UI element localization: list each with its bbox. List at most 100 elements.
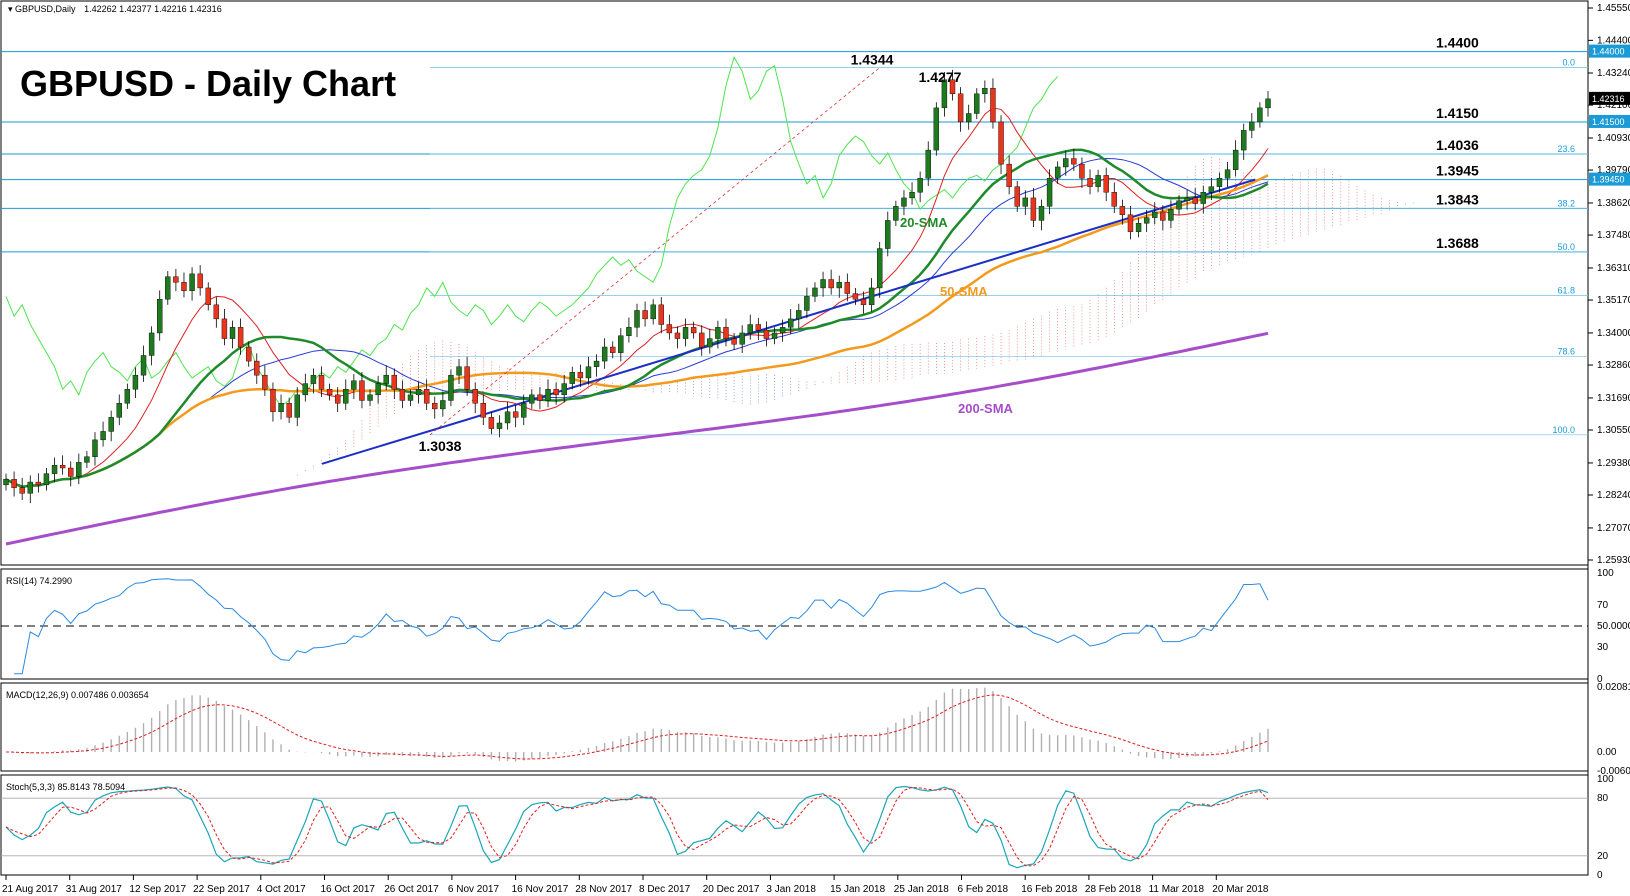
rsi-tick-label: 100 <box>1597 568 1614 579</box>
candle-body <box>399 389 406 401</box>
candle-body <box>1265 98 1271 109</box>
price-tick-label: 1.31690 <box>1597 393 1630 404</box>
candle-body <box>1192 197 1198 204</box>
candle-body <box>383 374 389 384</box>
candle-body <box>1241 130 1247 151</box>
macd-signal-line <box>5 694 1269 760</box>
candle-body <box>294 394 300 418</box>
candle-body <box>173 276 179 283</box>
candle-body <box>965 113 972 123</box>
candle-body <box>391 374 398 390</box>
stoch-tick-label: 80 <box>1597 793 1609 804</box>
chikou-line <box>5 55 1059 407</box>
candle-body <box>1135 223 1142 232</box>
ohlc-values: 1.42262 1.42377 1.42216 1.42316 <box>84 4 222 14</box>
candle-body <box>432 403 438 410</box>
candle-body <box>957 93 964 123</box>
candle-body <box>982 87 988 95</box>
macd-label: MACD(12,26,9) 0.007486 0.003654 <box>6 690 149 700</box>
candle-body <box>100 431 106 441</box>
price-tick-label: 1.27070 <box>1597 523 1630 534</box>
candle-body <box>221 318 228 339</box>
candle-body <box>262 374 268 390</box>
time-tick-label: 20 Dec 2017 <box>703 884 760 895</box>
rsi-panel: 100 70 50.0000 30 0 <box>1 568 1630 685</box>
price-tick-label: 1.28240 <box>1597 490 1630 501</box>
candle-body <box>456 366 462 376</box>
candle-body <box>642 310 648 320</box>
candle-body <box>165 276 171 300</box>
price-tick-label: 1.36310 <box>1597 263 1630 274</box>
dropdown-triangle-icon[interactable]: ▾ <box>8 4 15 14</box>
candle-body <box>1208 186 1215 193</box>
candle-body <box>1160 211 1166 221</box>
candle-body <box>755 324 762 331</box>
time-tick-label: 15 Jan 2018 <box>830 884 885 895</box>
candle-body <box>254 360 260 376</box>
level-label: 1.3945 <box>1436 163 1479 179</box>
time-tick-label: 28 Nov 2017 <box>575 884 632 895</box>
candle-body <box>140 355 147 376</box>
candle-body <box>885 220 891 249</box>
time-tick-label: 31 Aug 2017 <box>66 884 123 895</box>
candle-body <box>1095 175 1101 187</box>
time-tick-label: 16 Oct 2017 <box>321 884 376 895</box>
rsi-tick-label: 30 <box>1597 642 1609 653</box>
fib-diagonal <box>429 67 881 436</box>
price-box-label: 1.44000 <box>1592 47 1625 57</box>
candle-body <box>860 298 867 306</box>
level-label: 1.4400 <box>1436 35 1479 51</box>
candle-body <box>949 79 956 95</box>
chart-header: ▾ GBPUSD,Daily 1.42262 1.42377 1.42216 1… <box>8 4 222 14</box>
candle-body <box>27 481 33 494</box>
candle-body <box>1216 178 1223 187</box>
price-box <box>1589 44 1630 58</box>
candle-body <box>1006 163 1012 187</box>
level-label: 1.4150 <box>1436 105 1479 121</box>
candle-body <box>561 383 567 396</box>
candle-body <box>245 346 252 362</box>
time-tick-label: 16 Feb 2018 <box>1021 884 1078 895</box>
candle-body <box>1111 192 1117 207</box>
price-tick-label: 1.39790 <box>1597 165 1630 176</box>
time-tick-label: 3 Jan 2018 <box>766 884 816 895</box>
candle-body <box>310 374 317 384</box>
candle-body <box>804 296 810 311</box>
candle-body <box>1232 149 1239 170</box>
candle-body <box>11 479 17 488</box>
chart-title: GBPUSD - Daily Chart <box>20 63 396 104</box>
time-tick-label: 20 Mar 2018 <box>1212 884 1269 895</box>
candle-body <box>1014 186 1020 207</box>
fib-label: 38.2 <box>1557 198 1575 208</box>
candle-body <box>1152 211 1158 218</box>
level-label: 1.4036 <box>1436 137 1479 153</box>
annotation-low: 1.3038 <box>419 438 462 454</box>
price-box <box>1589 172 1630 186</box>
candle-body <box>593 360 600 367</box>
main-price-panel: 1.4400 1.4150 1.4036 1.3945 1.3843 1.3688 0.0 2… <box>1 35 1588 546</box>
macd-tick-label: 0.020814 <box>1597 682 1630 693</box>
candle-body <box>529 394 535 404</box>
fib-label: 100.0 <box>1552 425 1575 435</box>
price-tick-label: 1.30550 <box>1597 425 1630 436</box>
time-tick-label: 16 Nov 2017 <box>512 884 569 895</box>
sma50-line <box>5 174 1269 489</box>
candle-body <box>84 456 90 463</box>
time-tick-label: 11 Mar 2018 <box>1149 884 1205 895</box>
candle-body <box>334 394 341 404</box>
rsi-tick-label: 50.0000 <box>1597 621 1630 632</box>
candle-body <box>577 372 584 379</box>
candle-body <box>917 178 923 193</box>
candle-body <box>124 389 131 404</box>
price-box-label: 1.39450 <box>1592 175 1625 185</box>
candle-body <box>1127 214 1134 232</box>
symbol-label: GBPUSD,Daily <box>15 4 76 14</box>
candle-body <box>43 473 50 486</box>
candle-body <box>1176 200 1182 210</box>
stoch-tick-label: 0 <box>1597 870 1603 881</box>
candle-body <box>634 310 640 328</box>
rsi-panel-frame <box>0 568 1589 680</box>
candle-body <box>868 287 875 306</box>
candle-body <box>763 329 770 339</box>
